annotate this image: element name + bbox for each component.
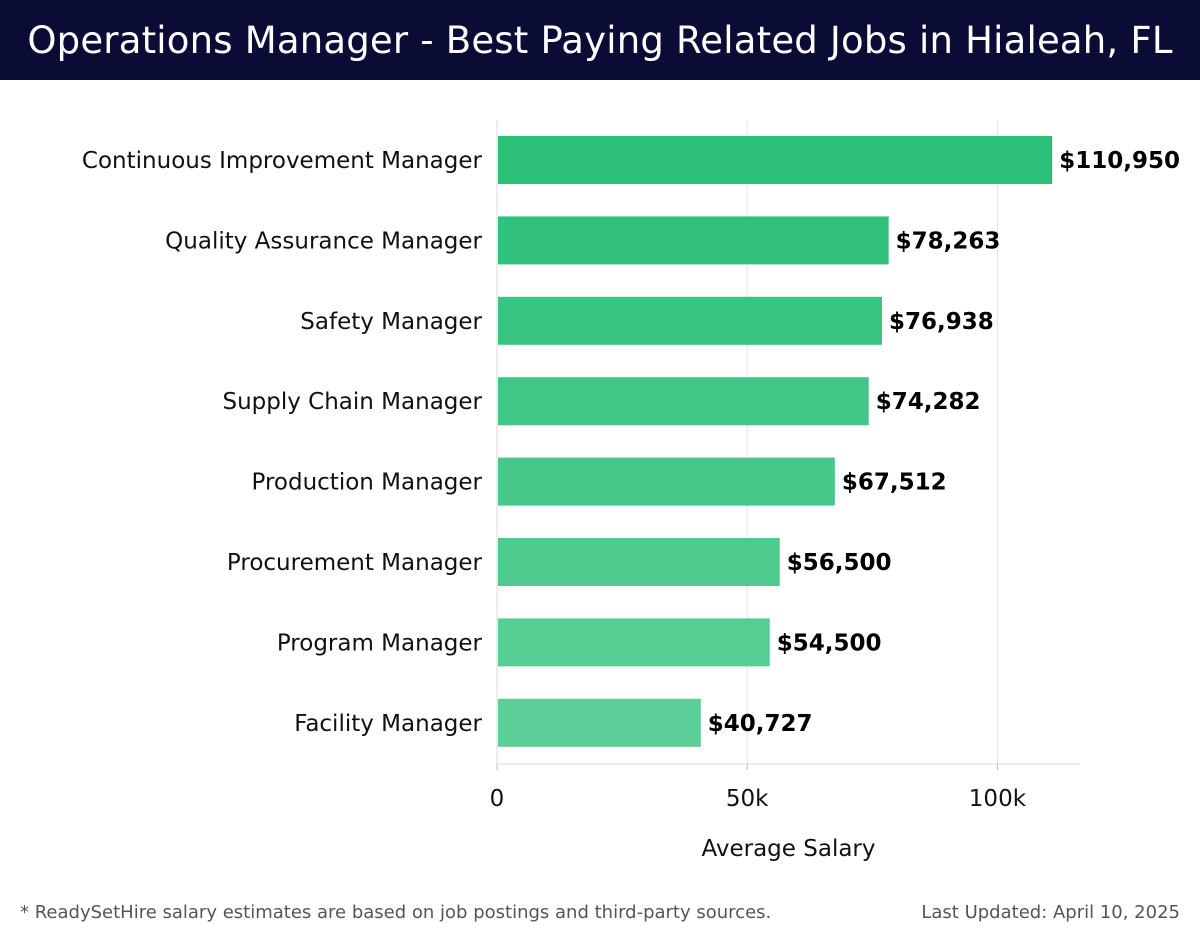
value-label: $74,282 — [876, 389, 981, 415]
title-bar: Operations Manager - Best Paying Related… — [0, 0, 1200, 80]
last-updated: Last Updated: April 10, 2025 — [921, 902, 1180, 923]
value-label: $54,500 — [777, 630, 882, 656]
x-tick-label: 0 — [490, 786, 505, 812]
category-label: Production Manager — [252, 470, 483, 496]
value-label: $110,950 — [1059, 148, 1180, 174]
footnote: * ReadySetHire salary estimates are base… — [20, 902, 772, 923]
category-label: Facility Manager — [294, 711, 482, 737]
category-label: Program Manager — [277, 630, 483, 656]
bar — [498, 457, 835, 506]
category-label: Quality Assurance Manager — [165, 228, 482, 254]
value-label: $40,727 — [708, 711, 813, 737]
chart-title: Operations Manager - Best Paying Related… — [27, 18, 1173, 62]
bar — [498, 538, 780, 586]
category-label: Procurement Manager — [227, 550, 483, 576]
category-label: Safety Manager — [300, 309, 482, 335]
value-label: $78,263 — [896, 228, 1001, 254]
category-label: Supply Chain Manager — [222, 389, 482, 415]
bar — [498, 377, 869, 426]
category-label: Continuous Improvement Manager — [82, 148, 483, 174]
x-axis-label: Average Salary — [701, 836, 875, 862]
value-label: $76,938 — [889, 309, 994, 335]
bar — [498, 618, 770, 667]
value-label: $56,500 — [787, 550, 892, 576]
bar — [498, 698, 701, 747]
x-tick-label: 50k — [726, 786, 769, 812]
bar — [498, 136, 1053, 184]
x-tick-label: 100k — [969, 786, 1027, 812]
value-label: $67,512 — [842, 470, 947, 496]
bar — [498, 296, 883, 345]
bar — [498, 216, 889, 265]
